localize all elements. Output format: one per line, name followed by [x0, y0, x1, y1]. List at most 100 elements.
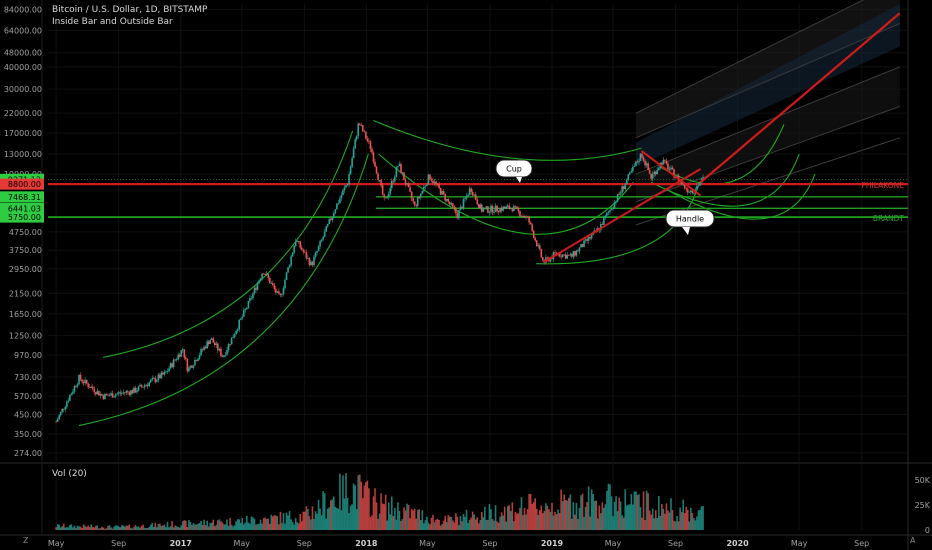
auto-scale-button[interactable]: A — [910, 536, 916, 545]
volume-bar — [78, 526, 80, 530]
candle-body — [514, 206, 517, 208]
volume-bar — [409, 518, 411, 530]
volume-bar — [500, 512, 503, 530]
price-tick-label: 2150.00 — [9, 289, 42, 298]
candle-body — [401, 172, 404, 174]
candle-body — [88, 386, 91, 388]
volume-label: Vol (20) — [52, 469, 87, 479]
candle-body — [210, 338, 213, 340]
price-tick-label: 570.00 — [14, 392, 42, 401]
candle-body — [471, 191, 474, 196]
candle-body — [258, 280, 260, 284]
candle-body — [108, 395, 111, 397]
volume-bar — [519, 507, 521, 530]
candle-body — [600, 224, 602, 231]
candle-body — [230, 337, 233, 345]
volume-bar — [566, 500, 569, 530]
volume-bar — [665, 503, 668, 530]
price-tag — [0, 211, 44, 223]
volume-bar — [133, 526, 135, 530]
zoom-reset-button[interactable]: Z — [23, 536, 29, 545]
volume-bar — [123, 526, 126, 530]
candle-body — [601, 224, 604, 225]
volume-bar — [207, 526, 210, 530]
candle-body — [148, 382, 151, 387]
candle-body — [426, 184, 428, 186]
candle-body — [151, 378, 154, 381]
volume-bar — [477, 523, 480, 530]
volume-bar — [239, 522, 242, 530]
candle-body — [661, 162, 663, 165]
volume-bar — [542, 513, 544, 530]
volume-bar — [596, 518, 599, 530]
volume-bar — [595, 500, 598, 530]
volume-bar — [368, 488, 370, 530]
candle-body — [535, 240, 538, 247]
volume-bar — [178, 527, 181, 530]
volume-bar — [247, 522, 250, 530]
candle-body — [214, 342, 216, 346]
volume-bar — [84, 525, 86, 530]
candle-body — [497, 211, 500, 213]
price-tick-label: 30000.00 — [4, 85, 42, 94]
volume-bar — [700, 506, 703, 530]
volume-bar — [119, 527, 122, 530]
candle-body — [287, 267, 289, 273]
candle-body — [374, 161, 376, 167]
candle-body — [513, 206, 515, 212]
volume-bar — [587, 486, 590, 530]
candle-body — [558, 253, 561, 257]
candle-body — [459, 206, 462, 211]
volume-bar — [390, 496, 393, 530]
volume-bar — [108, 525, 111, 530]
volume-bar — [110, 527, 112, 530]
candle-body — [203, 346, 205, 350]
volume-bar — [143, 527, 146, 530]
volume-bar — [67, 527, 70, 530]
volume-bar — [181, 521, 184, 530]
candle-body — [369, 141, 372, 149]
volume-bar — [230, 524, 233, 530]
candle-body — [499, 207, 501, 213]
candle-body — [653, 171, 656, 175]
candle-body — [349, 166, 352, 175]
volume-bar — [302, 511, 305, 530]
candle-body — [436, 184, 439, 185]
volume-bar — [197, 523, 199, 530]
volume-bar — [465, 509, 468, 530]
volume-bar — [268, 523, 271, 530]
volume-bar — [307, 508, 309, 530]
volume-bar — [244, 522, 247, 530]
candle-body — [590, 234, 593, 239]
candle-body — [116, 393, 118, 395]
candle-body — [412, 198, 414, 202]
volume-bar — [444, 515, 446, 530]
volume-bar — [627, 504, 630, 530]
volume-bar — [638, 494, 640, 530]
candle-body — [70, 393, 73, 396]
volume-bar — [267, 518, 270, 530]
volume-bar — [456, 516, 459, 530]
volume-bar — [159, 523, 161, 530]
channel-band-inner — [635, 4, 900, 167]
volume-bar — [81, 527, 83, 530]
volume-bar — [279, 511, 282, 530]
volume-bar — [438, 519, 440, 530]
candle-body — [453, 206, 456, 209]
volume-bar — [427, 522, 430, 530]
candle-body — [226, 349, 228, 355]
time-tick-label: May — [791, 539, 808, 548]
volume-bar — [319, 508, 321, 530]
volume-bar — [215, 524, 218, 530]
candlesticks — [55, 122, 704, 423]
volume-bar — [270, 514, 273, 530]
candle-body — [418, 197, 421, 199]
time-axis[interactable]: May Sep 2017 May Sep 2018 May Sep 2019 May Sep 2020… — [48, 539, 869, 548]
volume-bar — [224, 524, 227, 530]
volume-bar — [450, 516, 453, 530]
cup-label: Cup — [506, 165, 522, 174]
volume-bar — [534, 498, 537, 530]
candle-body — [465, 195, 468, 199]
candle-body — [127, 391, 129, 392]
